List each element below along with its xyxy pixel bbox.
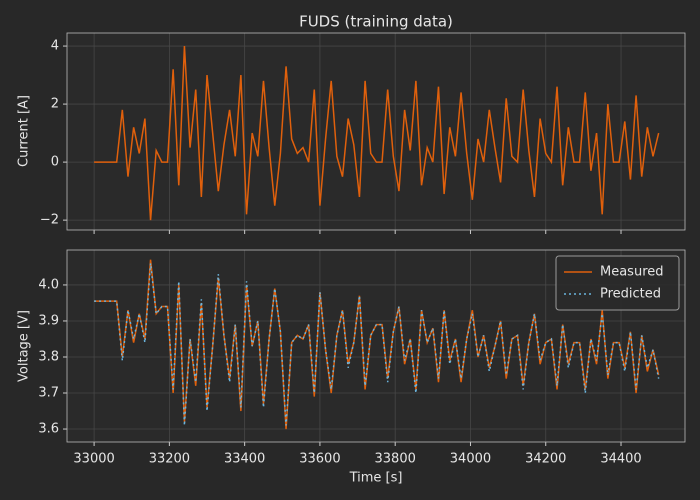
y-tick-label: −2 [40, 213, 59, 228]
plot-frame [66, 32, 686, 231]
chart-title: FUDS (training data) [299, 13, 453, 31]
x-tick-label: 33800 [375, 452, 416, 467]
x-tick-label: 34400 [600, 452, 641, 467]
data-line [94, 263, 660, 426]
y-tick-label: 4.0 [38, 277, 59, 292]
plot-frame [66, 249, 686, 443]
x-tick-label: 33400 [224, 452, 265, 467]
plot-area [67, 33, 685, 230]
x-tick-label: 34200 [525, 452, 566, 467]
data-line [94, 46, 660, 221]
y-tick-label: 3.9 [38, 313, 59, 328]
y-axis-label: Current [A] [17, 95, 32, 167]
x-tick-label: 33600 [299, 452, 340, 467]
y-axis-label: Voltage [V] [17, 310, 32, 382]
legend-label: Predicted [600, 287, 661, 302]
y-tick-label: 2 [51, 97, 59, 112]
x-tick-label: 33200 [149, 452, 190, 467]
legend-label: Measured [600, 265, 664, 280]
x-tick-label: 34000 [450, 452, 491, 467]
y-tick-label: 3.6 [38, 422, 59, 437]
plot-lines [94, 46, 660, 221]
plot-lines [94, 259, 660, 430]
legend-box [555, 255, 680, 311]
x-axis-label: Time [s] [349, 471, 403, 486]
y-tick-label: 3.8 [38, 349, 59, 364]
x-tick-label: 33000 [73, 452, 114, 467]
y-tick-label: 3.7 [38, 386, 59, 401]
y-tick-label: 0 [51, 155, 59, 170]
y-tick-label: 4 [51, 39, 59, 54]
